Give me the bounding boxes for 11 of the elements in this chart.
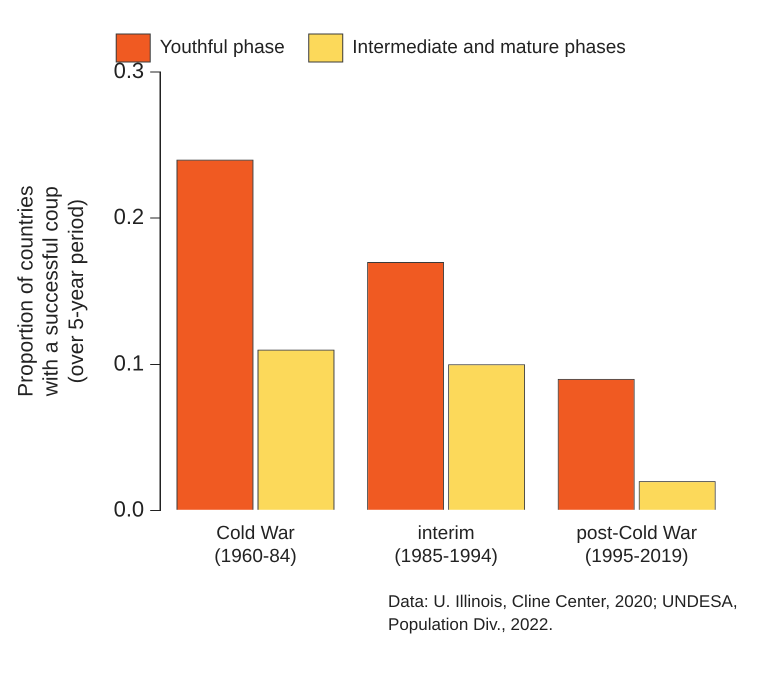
x-tick-label: post-Cold War (1995-2019) — [576, 523, 698, 567]
x-tick-label: interim (1985-1994) — [394, 523, 498, 567]
legend-label: Youthful phase — [160, 37, 285, 58]
text: Data: U. Illinois, Cline Center, 2020; UNDESA, Population Div., 2022. — [388, 591, 739, 636]
y-tick-label: 0.0 — [114, 496, 144, 522]
legend-label: Intermediate and mature phases — [352, 37, 626, 58]
y-tick-label: 0.2 — [114, 204, 144, 230]
y-tick-label: 0.3 — [114, 58, 144, 84]
y-tick-label: 0.1 — [114, 350, 144, 376]
x-tick-label: Cold War (1960-84) — [214, 523, 297, 567]
y-axis-title: Proportion of countries with a successful coup (over 5-year period) — [14, 186, 88, 398]
